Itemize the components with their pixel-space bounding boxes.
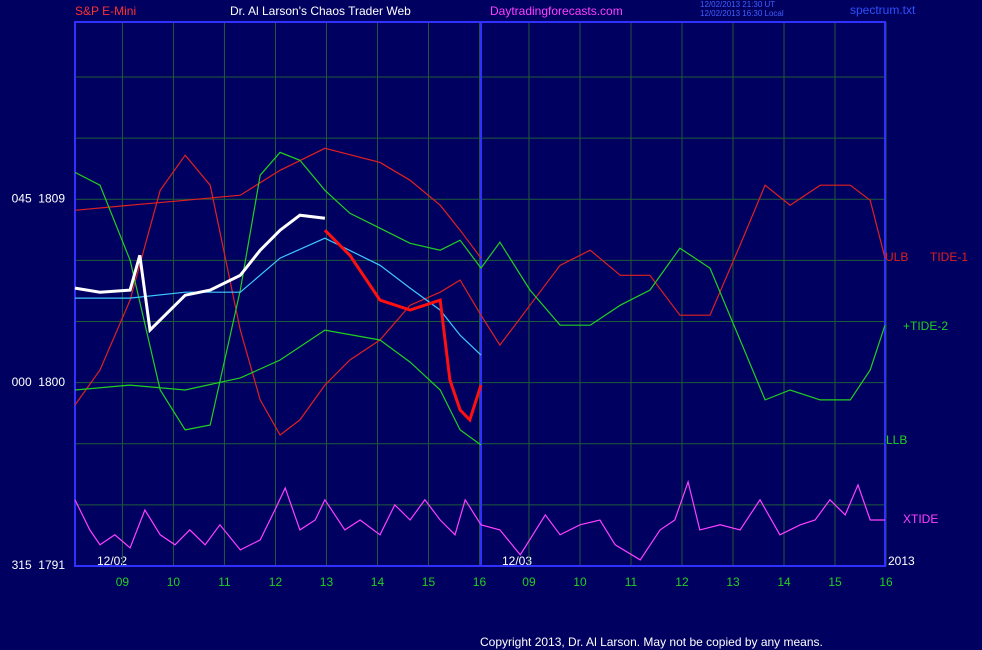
series-line bbox=[74, 147, 482, 259]
series-line bbox=[74, 329, 482, 446]
series-line bbox=[74, 479, 885, 561]
series-label: TIDE-1 bbox=[930, 250, 968, 264]
y-tick-label: 000 1800 bbox=[12, 375, 66, 389]
x-tick-label: 16 bbox=[473, 575, 487, 589]
x-tick-label: 11 bbox=[625, 575, 638, 589]
file-name: spectrum.txt bbox=[850, 3, 916, 17]
date-label: 2013 bbox=[888, 554, 915, 568]
chart-title: Dr. Al Larson's Chaos Trader Web bbox=[230, 4, 411, 18]
series-label: XTIDE bbox=[903, 512, 938, 526]
x-tick-label: 09 bbox=[522, 575, 536, 589]
x-tick-label: 12 bbox=[269, 575, 283, 589]
copyright: Copyright 2013, Dr. Al Larson. May not b… bbox=[480, 635, 823, 649]
series-line bbox=[74, 151, 886, 431]
x-tick-label: 10 bbox=[573, 575, 587, 589]
series-line bbox=[74, 154, 886, 436]
x-tick-label: 09 bbox=[116, 575, 130, 589]
y-tick-label: 315 1791 bbox=[12, 558, 66, 572]
series-line bbox=[323, 229, 483, 423]
series-label: LLB bbox=[886, 433, 907, 447]
x-tick-label: 14 bbox=[777, 575, 791, 589]
instrument: S&P E-Mini bbox=[75, 4, 136, 18]
x-tick-label: 16 bbox=[879, 575, 893, 589]
x-tick-label: 14 bbox=[371, 575, 385, 589]
time-ut: 12/02/2013 21:30 UT bbox=[700, 0, 775, 9]
x-tick-label: 13 bbox=[726, 575, 740, 589]
x-tick-label: 15 bbox=[828, 575, 842, 589]
x-tick-label: 11 bbox=[218, 575, 231, 589]
site: Daytradingforecasts.com bbox=[490, 4, 623, 18]
x-tick-label: 15 bbox=[422, 575, 436, 589]
date-label: 12/03 bbox=[502, 554, 532, 568]
x-tick-label: 10 bbox=[167, 575, 181, 589]
date-label: 12/02 bbox=[97, 554, 127, 568]
time-local: 12/02/2013 16:30 Local bbox=[700, 9, 784, 18]
x-tick-label: 12 bbox=[675, 575, 689, 589]
x-tick-label: 13 bbox=[320, 575, 334, 589]
plot-frame bbox=[74, 21, 886, 567]
series-line bbox=[75, 237, 482, 356]
series-label: ULB bbox=[885, 250, 908, 264]
series-line bbox=[74, 213, 326, 334]
series-label: +TIDE-2 bbox=[903, 319, 948, 333]
y-tick-label: 045 1809 bbox=[12, 191, 66, 205]
